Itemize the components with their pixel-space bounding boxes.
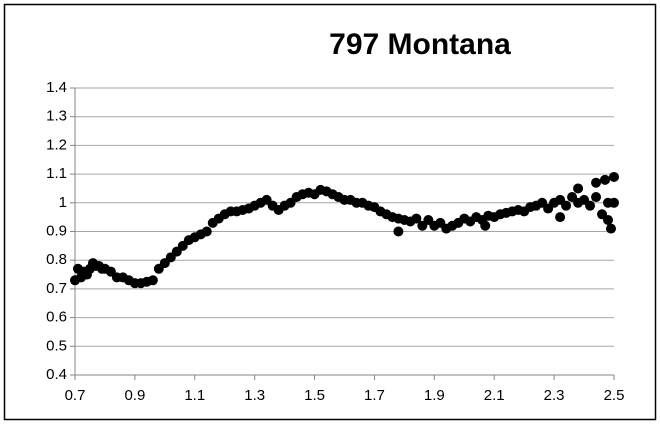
x-tick-label: 1.3 xyxy=(244,387,265,404)
scatter-point xyxy=(585,200,596,211)
x-tick-label: 1.5 xyxy=(304,387,325,404)
scatter-point xyxy=(480,220,491,231)
y-tick-label: 1.2 xyxy=(46,136,67,153)
y-tick-label: 0.9 xyxy=(46,222,67,239)
y-tick-label: 1.1 xyxy=(46,165,67,182)
y-tick-label: 0.8 xyxy=(46,251,67,268)
chart-title: 797 Montana xyxy=(329,28,511,61)
scatter-point xyxy=(609,197,619,208)
y-tick-label: 0.4 xyxy=(46,366,67,383)
scatter-point xyxy=(147,275,158,286)
scatter-point xyxy=(555,212,566,223)
scatter-point xyxy=(411,213,422,224)
y-tick-label: 0.7 xyxy=(46,280,67,297)
scatter-point xyxy=(600,174,611,185)
scatter-point xyxy=(606,223,617,234)
y-tick-label: 1.3 xyxy=(46,108,67,125)
x-tick-label: 1.7 xyxy=(364,387,385,404)
scatter-point xyxy=(393,226,404,237)
y-tick-label: 0.5 xyxy=(46,337,67,354)
scatter-point xyxy=(603,215,614,226)
y-tick-label: 0.6 xyxy=(46,309,67,326)
chart-frame xyxy=(3,3,657,421)
scatter-point xyxy=(201,226,212,237)
x-tick-label: 2.1 xyxy=(484,387,505,404)
scatter-point xyxy=(561,200,572,211)
scatter-point xyxy=(591,192,602,203)
x-tick-label: 0.9 xyxy=(124,387,145,404)
scatter-point xyxy=(573,183,584,194)
scatter-point xyxy=(609,171,619,182)
y-tick-label: 1 xyxy=(59,194,67,211)
x-tick-label: 0.7 xyxy=(65,387,86,404)
y-tick-label: 1.4 xyxy=(46,79,67,96)
x-tick-label: 1.1 xyxy=(184,387,205,404)
x-tick-label: 1.9 xyxy=(424,387,445,404)
x-tick-label: 2.3 xyxy=(544,387,565,404)
x-tick-label: 2.5 xyxy=(604,387,625,404)
scatter-point xyxy=(591,177,602,188)
